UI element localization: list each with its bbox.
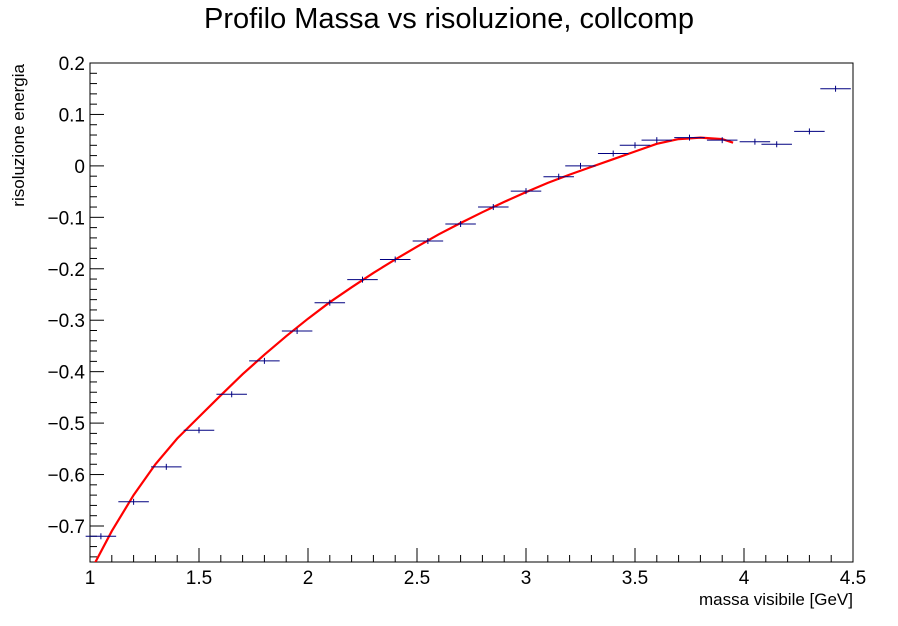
y-tick-label: −0.7 <box>47 517 85 538</box>
data-point <box>619 142 651 149</box>
x-tick-label: 3.5 <box>622 568 648 589</box>
y-axis-title: risoluzione energia <box>9 63 28 206</box>
data-point <box>510 188 542 195</box>
data-point <box>445 221 476 228</box>
data-point <box>739 138 771 145</box>
x-axis-title: massa visibile [GeV] <box>699 590 853 609</box>
plot-frame <box>89 62 854 563</box>
data-point <box>543 173 574 180</box>
x-tick-label: 2.5 <box>404 568 430 589</box>
data-point <box>85 533 117 540</box>
x-tick-label: 4.5 <box>840 568 866 589</box>
data-point <box>249 357 280 364</box>
y-tick-label: −0.4 <box>47 363 85 384</box>
y-tick-label: 0.1 <box>59 105 85 126</box>
fit-curve <box>94 136 734 562</box>
data-point <box>216 391 247 398</box>
y-tick-label: −0.1 <box>47 208 85 229</box>
data-point <box>565 162 596 169</box>
data-point <box>478 204 509 211</box>
y-tick-label: 0 <box>74 157 85 178</box>
data-point <box>641 137 673 144</box>
data-point <box>379 256 411 263</box>
data-point <box>281 328 313 335</box>
data-point <box>118 498 149 505</box>
x-tick-label: 1 <box>85 568 96 589</box>
data-point <box>412 237 444 244</box>
data-point <box>674 134 705 141</box>
data-point <box>761 141 792 148</box>
data-point <box>597 150 629 157</box>
data-point <box>151 463 182 470</box>
y-tick-label: 0.2 <box>59 54 85 75</box>
data-point <box>347 276 378 283</box>
chart-title: Profilo Massa vs risoluzione, collcomp <box>204 3 694 35</box>
fit-curve-group <box>94 136 734 562</box>
data-points-group <box>85 85 851 540</box>
data-point <box>314 299 346 306</box>
y-tick-label: −0.5 <box>47 414 85 435</box>
x-tick-label: 3 <box>521 568 532 589</box>
x-tick-label: 2 <box>303 568 314 589</box>
data-point <box>820 85 851 92</box>
data-point <box>794 128 825 135</box>
axes: 1 1.5 2 2.5 3 3.5 4 4.5 −0.7 −0.6 −0.5 −0.4 −0.3 −0.2… <box>47 54 866 589</box>
x-tick-label: 1.5 <box>186 568 212 589</box>
data-point <box>706 137 738 144</box>
y-tick-label: −0.2 <box>47 260 85 281</box>
y-tick-label: −0.3 <box>47 311 85 332</box>
y-tick-label: −0.6 <box>47 466 85 487</box>
x-tick-label: 4 <box>739 568 750 589</box>
data-point <box>183 427 215 434</box>
